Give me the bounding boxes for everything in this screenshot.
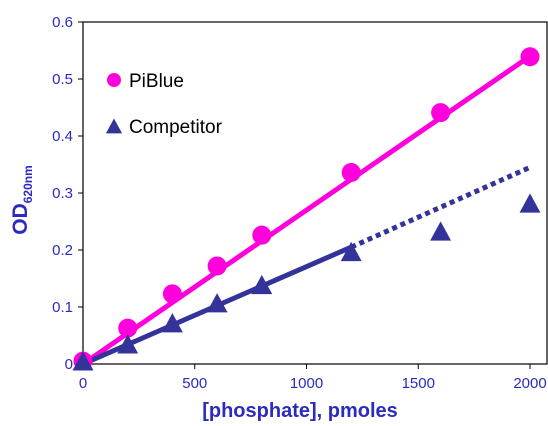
x-tick-label: 1500 [402, 375, 435, 392]
competitor-point [251, 274, 273, 295]
x-tick-label: 0 [79, 375, 87, 392]
fit-lines [80, 53, 533, 367]
y-tick-label: 0 [65, 356, 73, 373]
y-tick-label: 0.2 [52, 242, 73, 259]
competitor-extrapolated-line [350, 165, 532, 250]
piblue-point [162, 284, 182, 304]
competitor-point [117, 334, 139, 354]
x-tick-label: 1000 [290, 375, 323, 392]
competitor-point [519, 193, 541, 213]
x-axis-ticks: 0 500 1000 1500 2000 [79, 364, 547, 392]
y-tick-label: 0.5 [52, 71, 73, 88]
competitor-point [161, 313, 183, 333]
piblue-point [431, 103, 451, 123]
piblue-point [118, 318, 138, 338]
piblue-fit-line [80, 53, 533, 367]
y-tick-label: 0.6 [52, 14, 73, 31]
x-axis-label: [phosphate], pmoles [202, 400, 398, 422]
piblue-point [520, 47, 540, 67]
x-tick-label: 500 [182, 375, 207, 392]
piblue-point [341, 162, 361, 182]
y-axis-label-main: OD [9, 203, 32, 235]
legend-piblue-marker [107, 73, 121, 87]
legend-competitor-label: Competitor [129, 117, 223, 138]
x-tick-label: 2000 [513, 375, 546, 392]
y-axis-label: OD620nm [9, 165, 35, 235]
piblue-point [252, 225, 272, 245]
competitor-point [206, 293, 228, 313]
piblue-point [207, 256, 227, 276]
competitor-point [72, 351, 94, 371]
y-axis-ticks: 0 0.1 0.2 0.3 0.4 0.5 0.6 [52, 14, 83, 373]
y-tick-label: 0.1 [52, 299, 73, 316]
legend-piblue-label: PiBlue [129, 71, 184, 92]
y-tick-label: 0.4 [52, 128, 73, 145]
competitor-point [430, 221, 452, 241]
data-markers [72, 47, 541, 371]
legend-competitor-marker [105, 118, 123, 134]
y-axis-label-subscript: 620nm [21, 165, 35, 203]
competitor-point [340, 241, 362, 262]
y-tick-label: 0.3 [52, 185, 73, 202]
legend: PiBlue Competitor [105, 71, 223, 138]
